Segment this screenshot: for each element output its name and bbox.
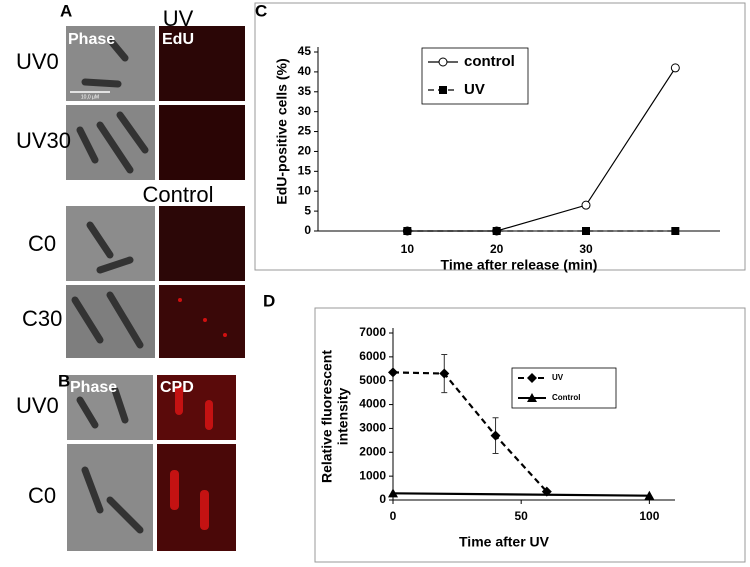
heading: UV <box>163 6 194 31</box>
y-tick-label: 6000 <box>359 349 386 363</box>
edu-image <box>159 206 245 281</box>
y-tick-label: 35 <box>298 84 312 98</box>
marker <box>527 393 537 402</box>
legend-label: Control <box>552 393 580 402</box>
y-tick-label: 15 <box>298 164 312 178</box>
x-axis-label: Time after release (min) <box>441 257 598 273</box>
y-tick-label: 30 <box>298 104 312 118</box>
marker <box>670 63 680 73</box>
edu-image <box>159 26 245 101</box>
panel-label: A <box>60 1 72 20</box>
cpd-image <box>157 444 236 551</box>
y-tick-label: 45 <box>298 44 312 58</box>
row-label: UV0 <box>16 49 59 74</box>
legend-label: control <box>464 53 515 70</box>
y-tick-label: 25 <box>298 124 312 138</box>
marker <box>403 227 412 235</box>
series-line <box>392 371 548 493</box>
chart-frame <box>254 2 746 271</box>
column-label: EdU <box>162 31 194 48</box>
x-tick-label: 20 <box>490 242 504 256</box>
y-tick-label: 4000 <box>359 397 386 411</box>
marker <box>388 488 398 498</box>
x-tick-label: 100 <box>639 509 659 523</box>
y-tick-label: 40 <box>298 64 312 78</box>
x-tick-label: 0 <box>390 509 397 523</box>
y-tick-label: 7000 <box>359 325 386 339</box>
red-foci <box>170 298 227 530</box>
micrographs <box>66 26 245 551</box>
row-label: C30 <box>22 306 62 331</box>
y-tick-label: 10 <box>298 183 312 197</box>
marker <box>388 367 398 378</box>
series-line <box>392 492 650 497</box>
chart-frame <box>314 307 746 563</box>
x-tick-label: 30 <box>579 242 593 256</box>
row-label: UV0 <box>16 393 59 418</box>
cells <box>71 36 149 534</box>
y-axis-label: intensity <box>335 388 351 446</box>
marker <box>644 490 655 500</box>
panel-label: B <box>58 371 70 390</box>
marker <box>671 227 680 235</box>
row-label: C0 <box>28 483 56 508</box>
marker <box>439 368 450 379</box>
marker <box>439 86 447 94</box>
marker <box>527 373 537 383</box>
row-label: UV30 <box>16 128 71 153</box>
y-tick-label: 0 <box>379 492 386 506</box>
y-tick-label: 2000 <box>359 444 386 458</box>
heading: Control <box>143 182 214 207</box>
marker <box>492 227 501 235</box>
column-label: Phase <box>70 379 117 396</box>
marker <box>582 227 590 235</box>
y-tick-label: 5000 <box>359 373 386 387</box>
edu-image <box>159 285 245 358</box>
column-label: Phase <box>68 31 115 48</box>
x-axis-label: Time after UV <box>459 534 550 550</box>
x-tick-label: 10 <box>401 242 415 256</box>
marker <box>438 57 448 67</box>
y-axis-label: EdU-positive cells (%) <box>274 58 290 204</box>
y-tick-label: 3000 <box>359 421 386 435</box>
marker <box>581 200 591 210</box>
legend-box <box>421 47 529 105</box>
legend-label: UV <box>464 81 485 98</box>
y-tick-label: 1000 <box>359 468 386 482</box>
y-tick-label: 0 <box>304 223 311 237</box>
legend-label: UV <box>552 373 564 382</box>
row-label: C0 <box>28 231 56 256</box>
scale-bar-label: 10,0 µM <box>81 94 99 100</box>
panel-label: D <box>263 291 275 310</box>
y-tick-label: 5 <box>304 203 311 217</box>
column-label: CPD <box>160 379 194 396</box>
marker <box>490 430 501 441</box>
cpd-image <box>157 375 236 440</box>
x-tick-label: 50 <box>515 509 529 523</box>
y-tick-label: 20 <box>298 144 312 158</box>
panel-label: C <box>255 1 267 20</box>
edu-image <box>159 105 245 180</box>
y-axis-label: Relative fluorescent <box>319 350 335 483</box>
